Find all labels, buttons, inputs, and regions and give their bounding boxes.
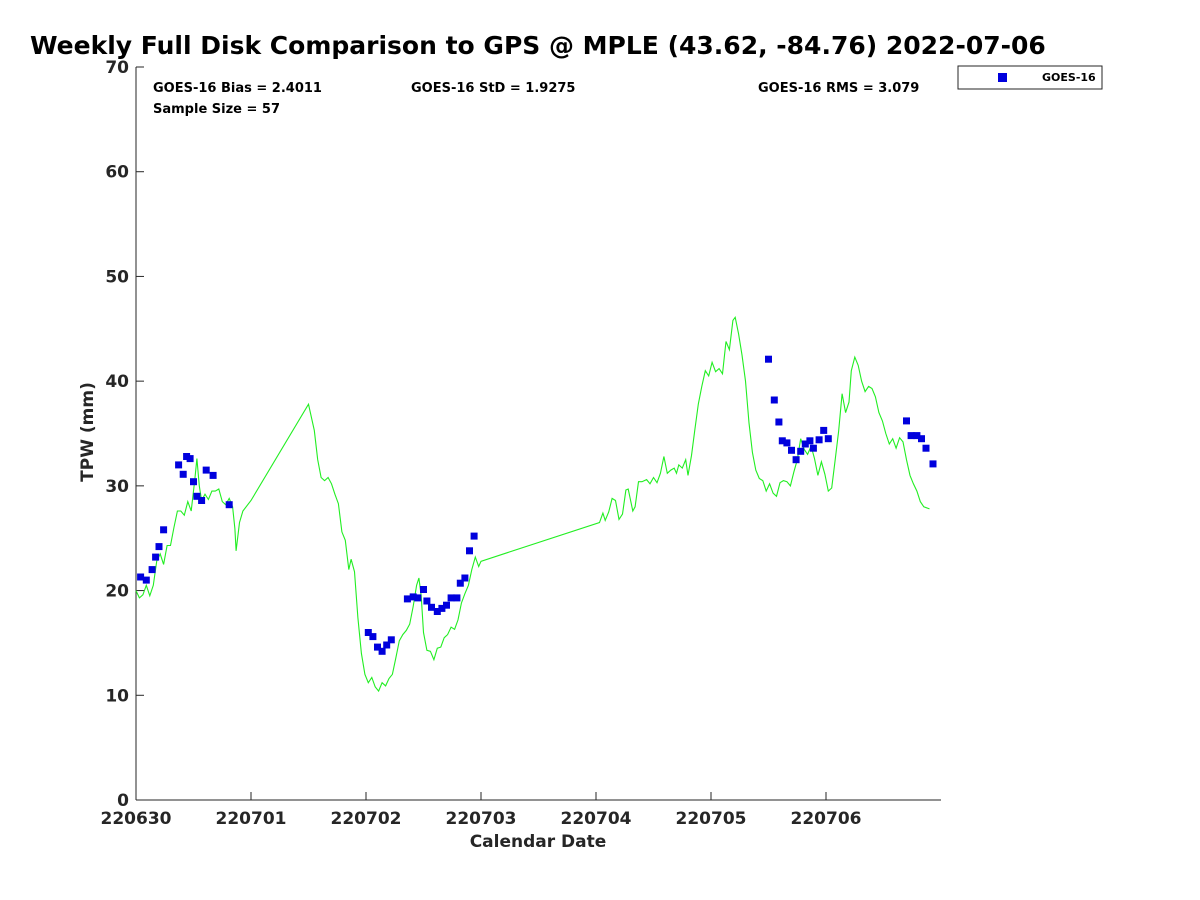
x-axis-label: Calendar Date <box>470 832 607 852</box>
goes-data-point <box>913 432 921 440</box>
goes-data-point <box>186 455 194 463</box>
x-tick-label: 220630 <box>101 809 172 829</box>
goes-data-point <box>918 435 925 443</box>
x-tick-label: 220701 <box>216 809 287 829</box>
goes-data-point <box>824 435 832 443</box>
goes-data-point <box>447 594 455 602</box>
goes-data-point <box>903 417 910 425</box>
goes-data-point <box>806 437 814 445</box>
goes-data-point <box>160 526 168 534</box>
y-axis-ticks: 0 10 20 30 40 50 60 70 <box>105 58 144 811</box>
y-tick-label: 40 <box>105 372 129 392</box>
goes-data-point <box>788 446 795 454</box>
goes-data-point <box>797 447 805 455</box>
y-tick-label: 30 <box>105 477 129 497</box>
stat-sample-size: Sample Size = 57 <box>153 102 280 117</box>
goes-data-point <box>775 418 783 426</box>
goes-data-point <box>770 396 778 404</box>
goes-data-point <box>155 543 163 551</box>
goes-data-point <box>453 594 461 602</box>
chart-title: Weekly Full Disk Comparison to GPS @ MPL… <box>30 31 1046 60</box>
x-tick-label: 220704 <box>561 809 632 829</box>
goes-data-point <box>809 444 817 452</box>
y-tick-label: 20 <box>105 582 129 602</box>
goes-data-point <box>209 471 217 479</box>
x-tick-label: 220706 <box>791 809 862 829</box>
goes-data-point <box>403 595 411 603</box>
goes-data-point <box>765 355 772 363</box>
goes-data-point <box>148 566 156 574</box>
goes-data-point <box>364 629 372 636</box>
goes-data-point <box>438 604 446 612</box>
y-axis-label: TPW (mm) <box>78 382 98 482</box>
legend-box <box>957 65 1103 90</box>
goes-data-point <box>820 426 828 434</box>
legend-label-goes16: GOES-16 <box>1042 71 1096 84</box>
y-tick-label: 10 <box>105 686 129 706</box>
goes-data-point <box>922 444 930 452</box>
goes-data-point <box>428 603 435 611</box>
goes-data-point <box>456 579 464 587</box>
x-axis-ticks: 220630 220701 220702 220703 220704 220705 2207… <box>101 792 862 829</box>
goes-data-point <box>198 497 206 504</box>
goes-data-point <box>778 437 786 445</box>
goes-data-point <box>443 601 450 609</box>
goes-data-point <box>378 647 386 655</box>
goes-data-point <box>466 547 473 555</box>
gps-series-line <box>135 315 930 693</box>
goes-data-point <box>142 576 150 584</box>
x-tick-label: 220705 <box>676 809 747 829</box>
goes-data-point <box>175 461 183 469</box>
goes-data-point <box>783 439 791 447</box>
goes-data-point <box>461 574 469 582</box>
stat-std: GOES-16 StD = 1.9275 <box>411 81 575 96</box>
goes-data-point <box>374 643 381 651</box>
goes-data-point <box>190 478 197 486</box>
x-tick-label: 220702 <box>331 809 402 829</box>
y-tick-label: 0 <box>117 791 129 811</box>
x-tick-label: 220703 <box>446 809 517 829</box>
goes-data-point <box>414 594 422 602</box>
goes-data-point <box>409 593 417 601</box>
goes-data-point <box>929 460 937 468</box>
y-tick-label: 70 <box>105 58 129 78</box>
y-tick-label: 50 <box>105 267 129 287</box>
stat-rms: GOES-16 RMS = 3.079 <box>758 81 919 96</box>
goes-series-points <box>137 355 937 655</box>
goes-data-point <box>225 501 233 509</box>
goes-data-point <box>369 633 377 641</box>
legend: GOES-16 <box>957 65 1103 90</box>
stat-bias: GOES-16 Bias = 2.4011 <box>153 81 322 96</box>
goes-data-point <box>152 553 160 561</box>
goes-data-point <box>792 456 800 464</box>
goes-data-point <box>202 466 210 474</box>
goes-data-point <box>470 532 478 540</box>
goes-data-point <box>907 432 915 440</box>
goes-data-point <box>801 440 809 448</box>
y-tick-label: 60 <box>105 163 129 183</box>
goes-data-point <box>193 492 201 500</box>
goes-data-point <box>137 573 145 581</box>
goes-data-point <box>387 636 395 644</box>
goes-data-point <box>383 641 391 649</box>
goes-data-point <box>815 436 823 444</box>
legend-marker-goes16 <box>998 73 1007 82</box>
goes-data-point <box>420 586 427 593</box>
plot-area: 0 10 20 30 40 50 60 70 220630 220701 220702 220703… <box>101 58 941 829</box>
goes-data-point <box>423 597 431 605</box>
goes-data-point <box>179 470 187 478</box>
goes-data-point <box>433 608 441 615</box>
